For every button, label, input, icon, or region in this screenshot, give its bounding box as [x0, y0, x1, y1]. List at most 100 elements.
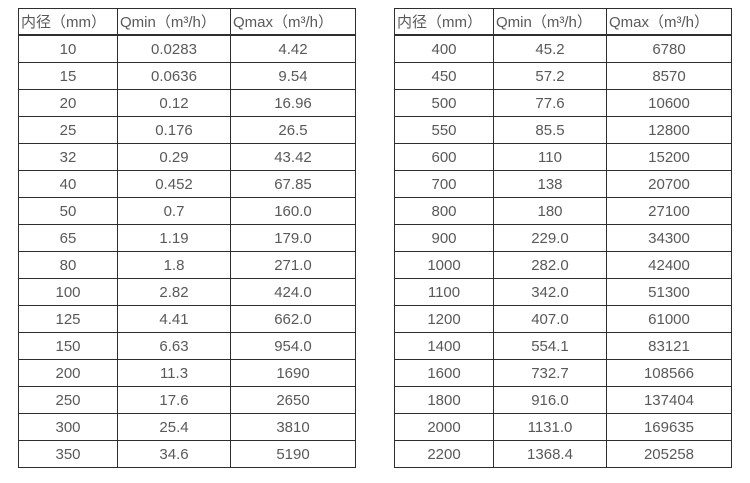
table-cell: 9.54 — [230, 62, 356, 90]
table-cell: 954.0 — [230, 332, 356, 360]
table-cell: 80 — [18, 251, 118, 279]
table-cell: 43.42 — [230, 143, 356, 171]
table-cell: 125 — [18, 305, 118, 333]
table-cell: 5190 — [230, 440, 356, 468]
table-cell: 732.7 — [493, 359, 607, 387]
table-cell: 900 — [394, 224, 494, 252]
table-cell: 0.0636 — [117, 62, 231, 90]
table-row: 10 0.0283 4.42 — [18, 34, 356, 63]
table-row: 600 110 15200 — [394, 143, 732, 171]
table-cell: 2000 — [394, 413, 494, 441]
table-header-row: 内径（mm） Qmin（m³/h） Qmax（m³/h） — [394, 8, 732, 36]
table-cell: 2200 — [394, 440, 494, 468]
table-cell: 0.176 — [117, 116, 231, 144]
table-row: 350 34.6 5190 — [18, 440, 356, 468]
table-cell: 61000 — [606, 305, 732, 333]
table-cell: 1000 — [394, 251, 494, 279]
table-row: 500 77.6 10600 — [394, 89, 732, 117]
table-row: 65 1.19 179.0 — [18, 224, 356, 252]
table-cell: 26.5 — [230, 116, 356, 144]
table-row: 900 229.0 34300 — [394, 224, 732, 252]
table-cell: 250 — [18, 386, 118, 414]
table-cell: 12800 — [606, 116, 732, 144]
table-cell: 20 — [18, 89, 118, 117]
table-cell: 150 — [18, 332, 118, 360]
table-row: 450 57.2 8570 — [394, 62, 732, 90]
col-header-inner-diameter: 内径（mm） — [394, 8, 494, 36]
table-row: 15 0.0636 9.54 — [18, 62, 356, 90]
table-row: 250 17.6 2650 — [18, 386, 356, 414]
table-row: 20 0.12 16.96 — [18, 89, 356, 117]
table-row: 1800 916.0 137404 — [394, 386, 732, 414]
table-cell: 1690 — [230, 359, 356, 387]
table-cell: 1200 — [394, 305, 494, 333]
table-row: 40 0.452 67.85 — [18, 170, 356, 198]
table-cell: 34.6 — [117, 440, 231, 468]
table-cell: 25 — [18, 116, 118, 144]
table-row: 1200 407.0 61000 — [394, 305, 732, 333]
table-body: 400 45.2 6780 450 57.2 8570 500 77.6 10600 550 85.… — [394, 34, 732, 468]
table-row: 800 180 27100 — [394, 197, 732, 225]
table-cell: 137404 — [606, 386, 732, 414]
table-cell: 15200 — [606, 143, 732, 171]
table-row: 50 0.7 160.0 — [18, 197, 356, 225]
table-cell: 108566 — [606, 359, 732, 387]
table-cell: 271.0 — [230, 251, 356, 279]
table-cell: 83121 — [606, 332, 732, 360]
flow-table-large-diameters: 内径（mm） Qmin（m³/h） Qmax（m³/h） 400 45.2 6780… — [394, 8, 732, 468]
table-cell: 500 — [394, 89, 494, 117]
table-cell: 40 — [18, 170, 118, 198]
table-row: 1100 342.0 51300 — [394, 278, 732, 306]
table-cell: 169635 — [606, 413, 732, 441]
table-cell: 138 — [493, 170, 607, 198]
table-cell: 554.1 — [493, 332, 607, 360]
col-header-qmin: Qmin（m³/h） — [117, 8, 231, 36]
table-cell: 1.19 — [117, 224, 231, 252]
table-cell: 10600 — [606, 89, 732, 117]
table-cell: 42400 — [606, 251, 732, 279]
table-cell: 1800 — [394, 386, 494, 414]
table-row: 80 1.8 271.0 — [18, 251, 356, 279]
col-header-qmax: Qmax（m³/h） — [606, 8, 732, 36]
table-row: 550 85.5 12800 — [394, 116, 732, 144]
table-cell: 6780 — [606, 34, 732, 63]
table-cell: 0.0283 — [117, 34, 231, 63]
table-row: 200 11.3 1690 — [18, 359, 356, 387]
table-cell: 205258 — [606, 440, 732, 468]
table-row: 2000 1131.0 169635 — [394, 413, 732, 441]
table-cell: 4.41 — [117, 305, 231, 333]
table-cell: 1.8 — [117, 251, 231, 279]
table-cell: 407.0 — [493, 305, 607, 333]
table-row: 2200 1368.4 205258 — [394, 440, 732, 468]
table-cell: 34300 — [606, 224, 732, 252]
table-row: 125 4.41 662.0 — [18, 305, 356, 333]
table-cell: 179.0 — [230, 224, 356, 252]
table-cell: 450 — [394, 62, 494, 90]
table-cell: 25.4 — [117, 413, 231, 441]
table-row: 100 2.82 424.0 — [18, 278, 356, 306]
table-cell: 0.452 — [117, 170, 231, 198]
table-cell: 50 — [18, 197, 118, 225]
table-body: 10 0.0283 4.42 15 0.0636 9.54 20 0.12 16.96 25 0.1… — [18, 34, 356, 468]
table-row: 25 0.176 26.5 — [18, 116, 356, 144]
table-cell: 10 — [18, 34, 118, 63]
table-cell: 550 — [394, 116, 494, 144]
table-cell: 916.0 — [493, 386, 607, 414]
table-row: 300 25.4 3810 — [18, 413, 356, 441]
table-cell: 2.82 — [117, 278, 231, 306]
table-cell: 200 — [18, 359, 118, 387]
table-row: 1000 282.0 42400 — [394, 251, 732, 279]
flow-spec-tables: 内径（mm） Qmin（m³/h） Qmax（m³/h） 10 0.0283 4.4… — [18, 8, 732, 468]
table-cell: 65 — [18, 224, 118, 252]
table-row: 150 6.63 954.0 — [18, 332, 356, 360]
table-row: 32 0.29 43.42 — [18, 143, 356, 171]
table-cell: 45.2 — [493, 34, 607, 63]
col-header-inner-diameter: 内径（mm） — [18, 8, 118, 36]
table-cell: 424.0 — [230, 278, 356, 306]
table-cell: 282.0 — [493, 251, 607, 279]
table-row: 700 138 20700 — [394, 170, 732, 198]
table-cell: 342.0 — [493, 278, 607, 306]
table-cell: 662.0 — [230, 305, 356, 333]
table-cell: 229.0 — [493, 224, 607, 252]
col-header-qmax: Qmax（m³/h） — [230, 8, 356, 36]
